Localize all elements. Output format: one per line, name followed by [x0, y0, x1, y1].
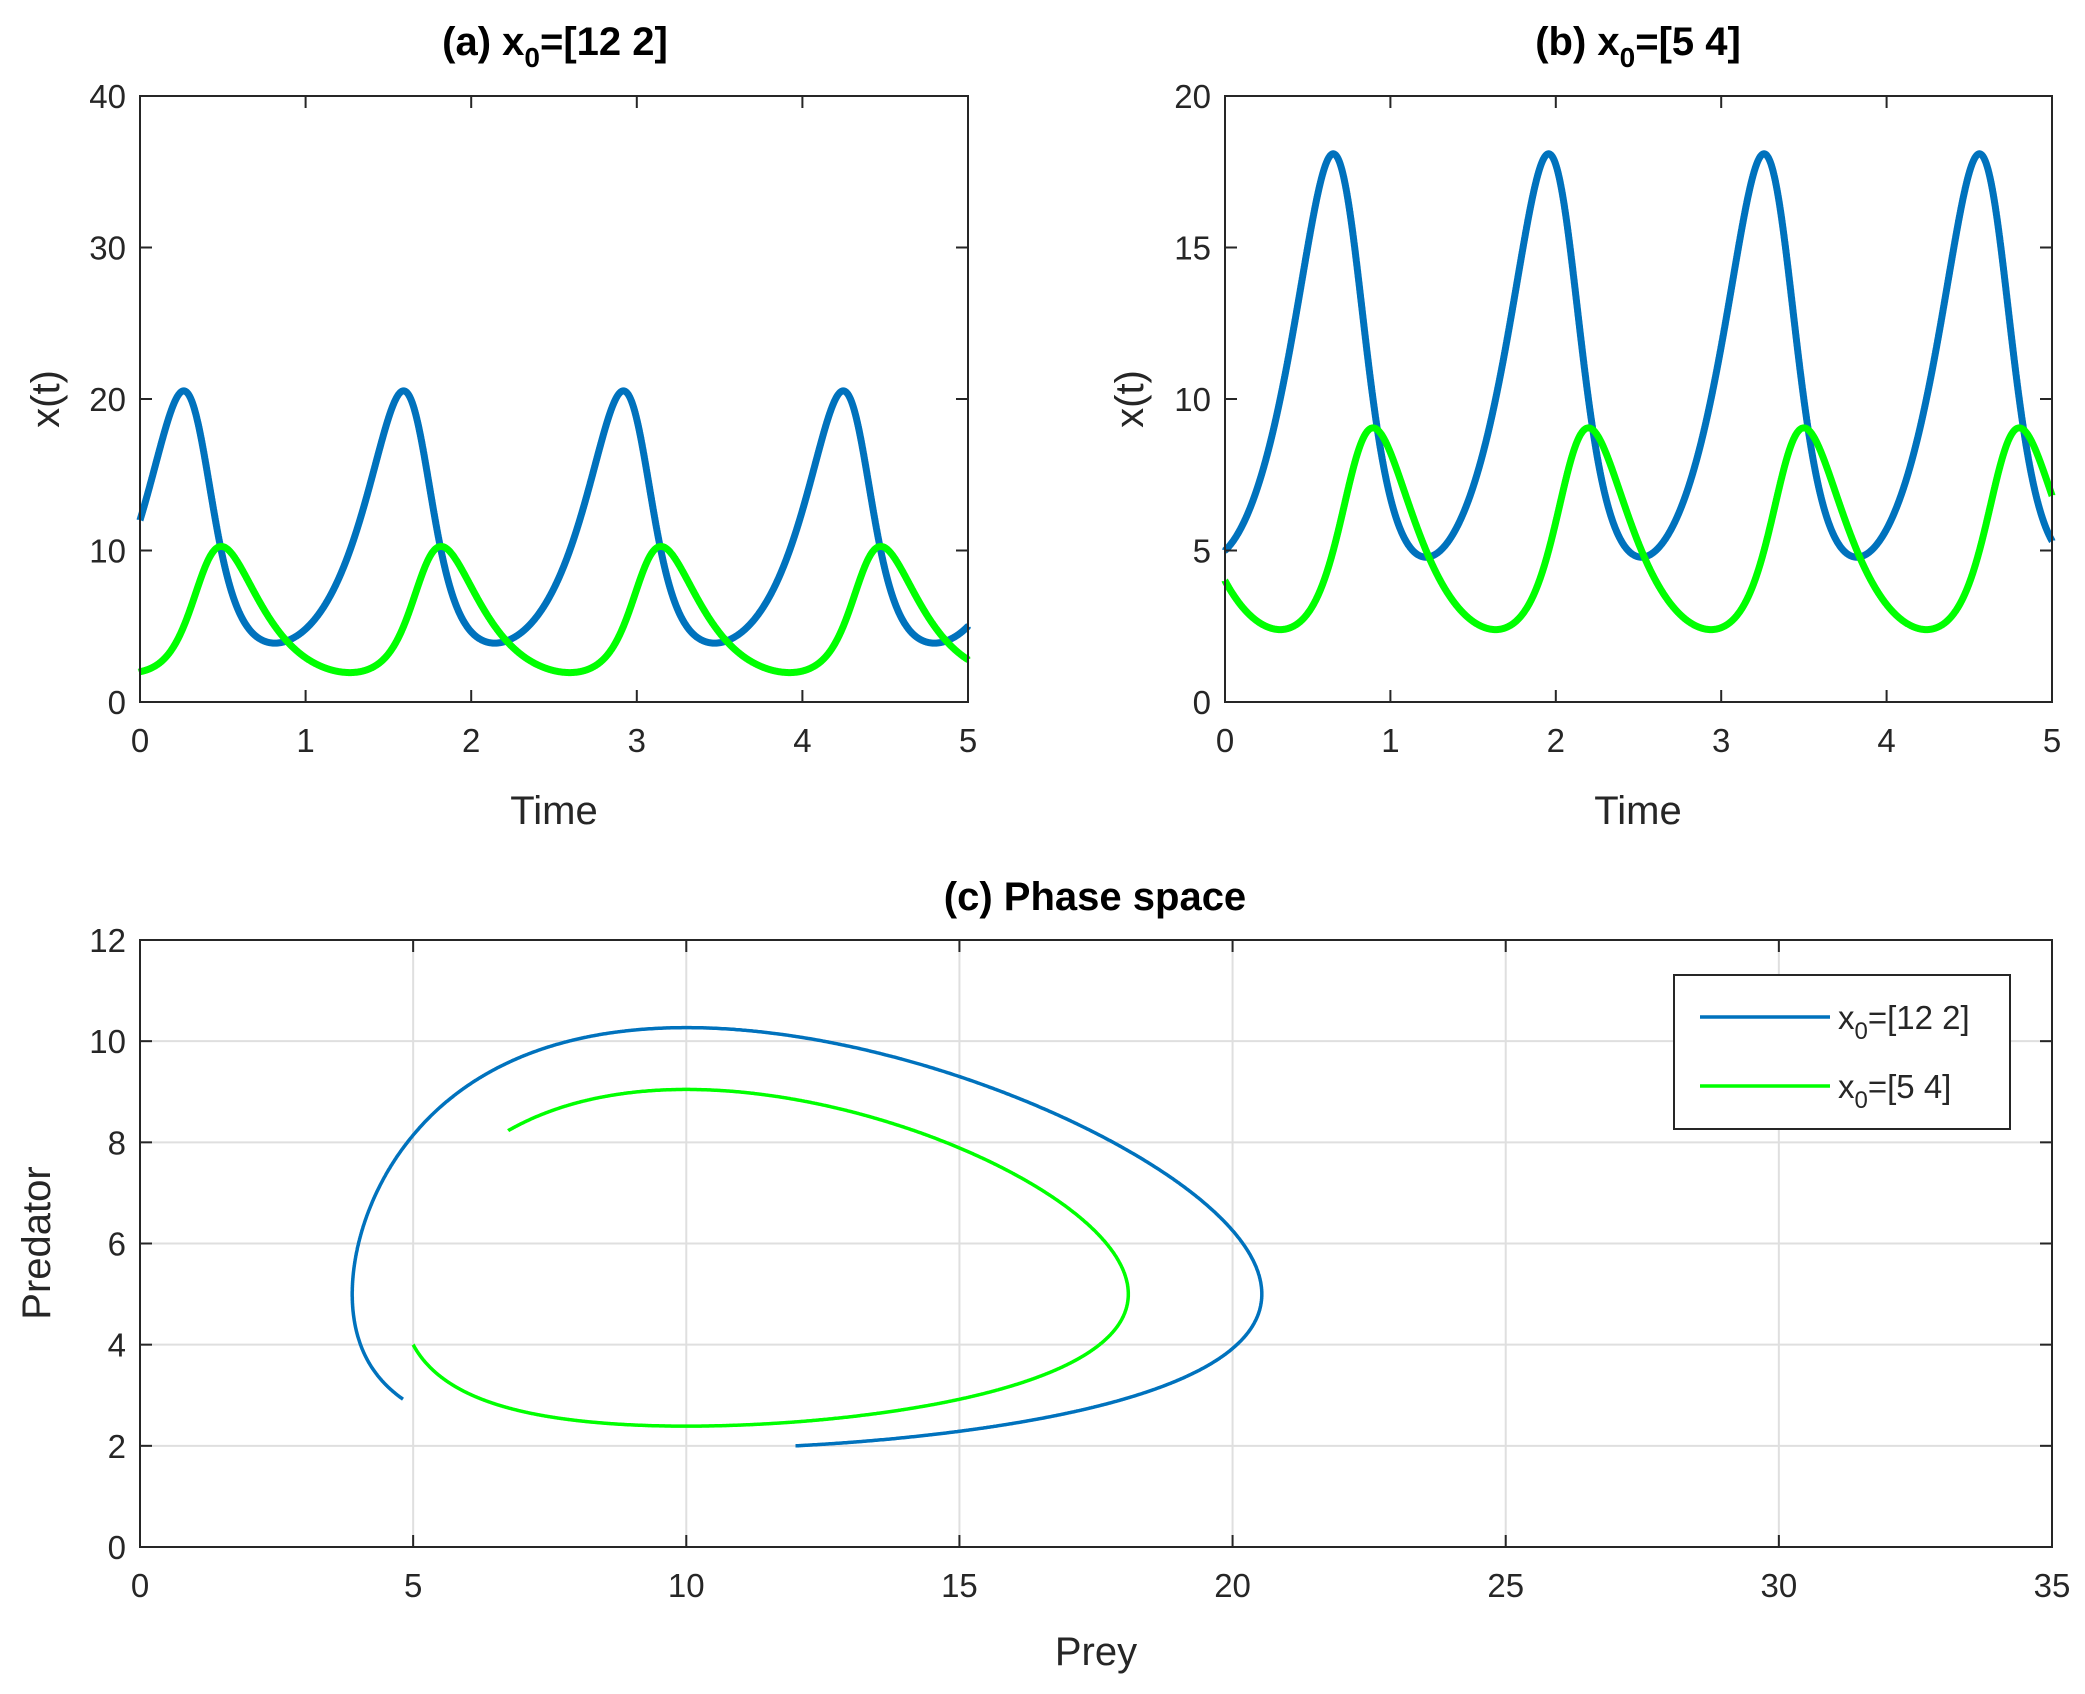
phase-orbit-1 [411, 1087, 1131, 1428]
panel-b-prey-line [1221, 150, 2056, 561]
panel-c-xtick-label: 20 [1214, 1567, 1251, 1604]
panel-a-prey-line [136, 387, 972, 647]
panel-a-xtick-label: 0 [131, 722, 149, 759]
panel-a-series-group [136, 387, 972, 677]
panel-b-predator-line [1221, 424, 2056, 634]
panel-b-xtick-label: 0 [1216, 722, 1234, 759]
panel-c-xtick-label: 25 [1487, 1567, 1524, 1604]
panel-c-ytick-label: 8 [108, 1124, 126, 1161]
panel-a-xtick-label: 5 [959, 722, 977, 759]
panel-b-xtick-label: 2 [1547, 722, 1565, 759]
panel-b-title: (b) x0=[5 4] [1535, 20, 1741, 73]
panel-c-ytick-label: 12 [89, 922, 126, 959]
panel-b-ytick-label: 10 [1174, 381, 1211, 418]
panel-c-xtick-label: 15 [941, 1567, 978, 1604]
panel-b-ytick-label: 5 [1193, 533, 1211, 570]
panel-a-xtick-label: 3 [628, 722, 646, 759]
panel-b-ytick-label: 15 [1174, 230, 1211, 267]
panel-a-ytick-label: 40 [89, 78, 126, 115]
legend: x0=[12 2] x0=[5 4] [1673, 974, 2011, 1130]
panel-a-ytick-label: 10 [89, 533, 126, 570]
panel-a-xlabel: Time [510, 789, 597, 833]
panel-b-ylabel: x(t) [1108, 370, 1152, 428]
panel-a-title: (a) x0=[12 2] [442, 20, 668, 73]
panel-a-xtick-label: 2 [462, 722, 480, 759]
panel-b-ytick-label: 0 [1193, 684, 1211, 721]
panel-b-series-group [1221, 150, 2056, 634]
panel-a-ylabel: x(t) [24, 370, 68, 428]
panel-c-title: (c) Phase space [944, 875, 1246, 919]
panel-a-ticks: 0 1 2 3 4 5 0 10 20 30 40 [89, 78, 977, 759]
phase-orbit-0 [350, 1025, 1264, 1448]
panel-a-ytick-label: 30 [89, 230, 126, 267]
panel-b-ytick-label: 20 [1174, 78, 1211, 115]
panel-a-xtick-label: 1 [296, 722, 314, 759]
panel-c-xtick-label: 30 [1760, 1567, 1797, 1604]
panel-b-xlabel: Time [1594, 789, 1681, 833]
panel-c-ticks: 0 5 10 15 20 25 30 35 0 2 4 6 8 10 12 [89, 922, 2070, 1604]
panel-b-ticks: 0 1 2 3 4 5 0 5 10 15 20 [1174, 78, 2061, 759]
panel-c-ytick-label: 6 [108, 1226, 126, 1263]
panel-b-xtick-label: 5 [2043, 722, 2061, 759]
panel-b-xtick-label: 1 [1381, 722, 1399, 759]
panel-a-ytick-label: 20 [89, 381, 126, 418]
panel-b-xtick-label: 4 [1877, 722, 1895, 759]
panel-c-series-group [350, 1025, 1264, 1448]
panel-c-xlabel: Prey [1055, 1630, 1137, 1674]
panel-c-ytick-label: 2 [108, 1428, 126, 1465]
panel-c: (c) Phase space 0 5 10 15 20 25 30 35024681012 … [15, 875, 2070, 1674]
legend-label-x0-5-4: x0=[5 4] [1838, 1068, 1951, 1114]
panel-c-xtick-label: 10 [668, 1567, 705, 1604]
panel-c-ytick-label: 0 [108, 1529, 126, 1566]
panel-c-ytick-label: 10 [89, 1023, 126, 1060]
panel-a-predator-line [136, 542, 972, 677]
panel-c-xtick-label: 35 [2034, 1567, 2071, 1604]
legend-label-x0-12-2: x0=[12 2] [1838, 999, 1970, 1045]
legend-box [1673, 974, 2011, 1130]
panel-c-xtick-label: 5 [404, 1567, 422, 1604]
panel-a: (a) x0=[12 2] 0 1 2 3 4 5 0 10 20 30 40 Time x(t) [24, 20, 977, 833]
panel-a-xtick-label: 4 [793, 722, 811, 759]
panel-c-xtick-label: 0 [131, 1567, 149, 1604]
panel-c-ylabel: Predator [15, 1166, 59, 1319]
panel-b-xtick-label: 3 [1712, 722, 1730, 759]
panel-a-ytick-label: 0 [108, 684, 126, 721]
panel-c-ytick-label: 4 [108, 1327, 126, 1364]
panel-b: (b) x0=[5 4] 0 1 2 3 4 5 0 5 10 15 20 Time x(t) [1108, 20, 2061, 833]
